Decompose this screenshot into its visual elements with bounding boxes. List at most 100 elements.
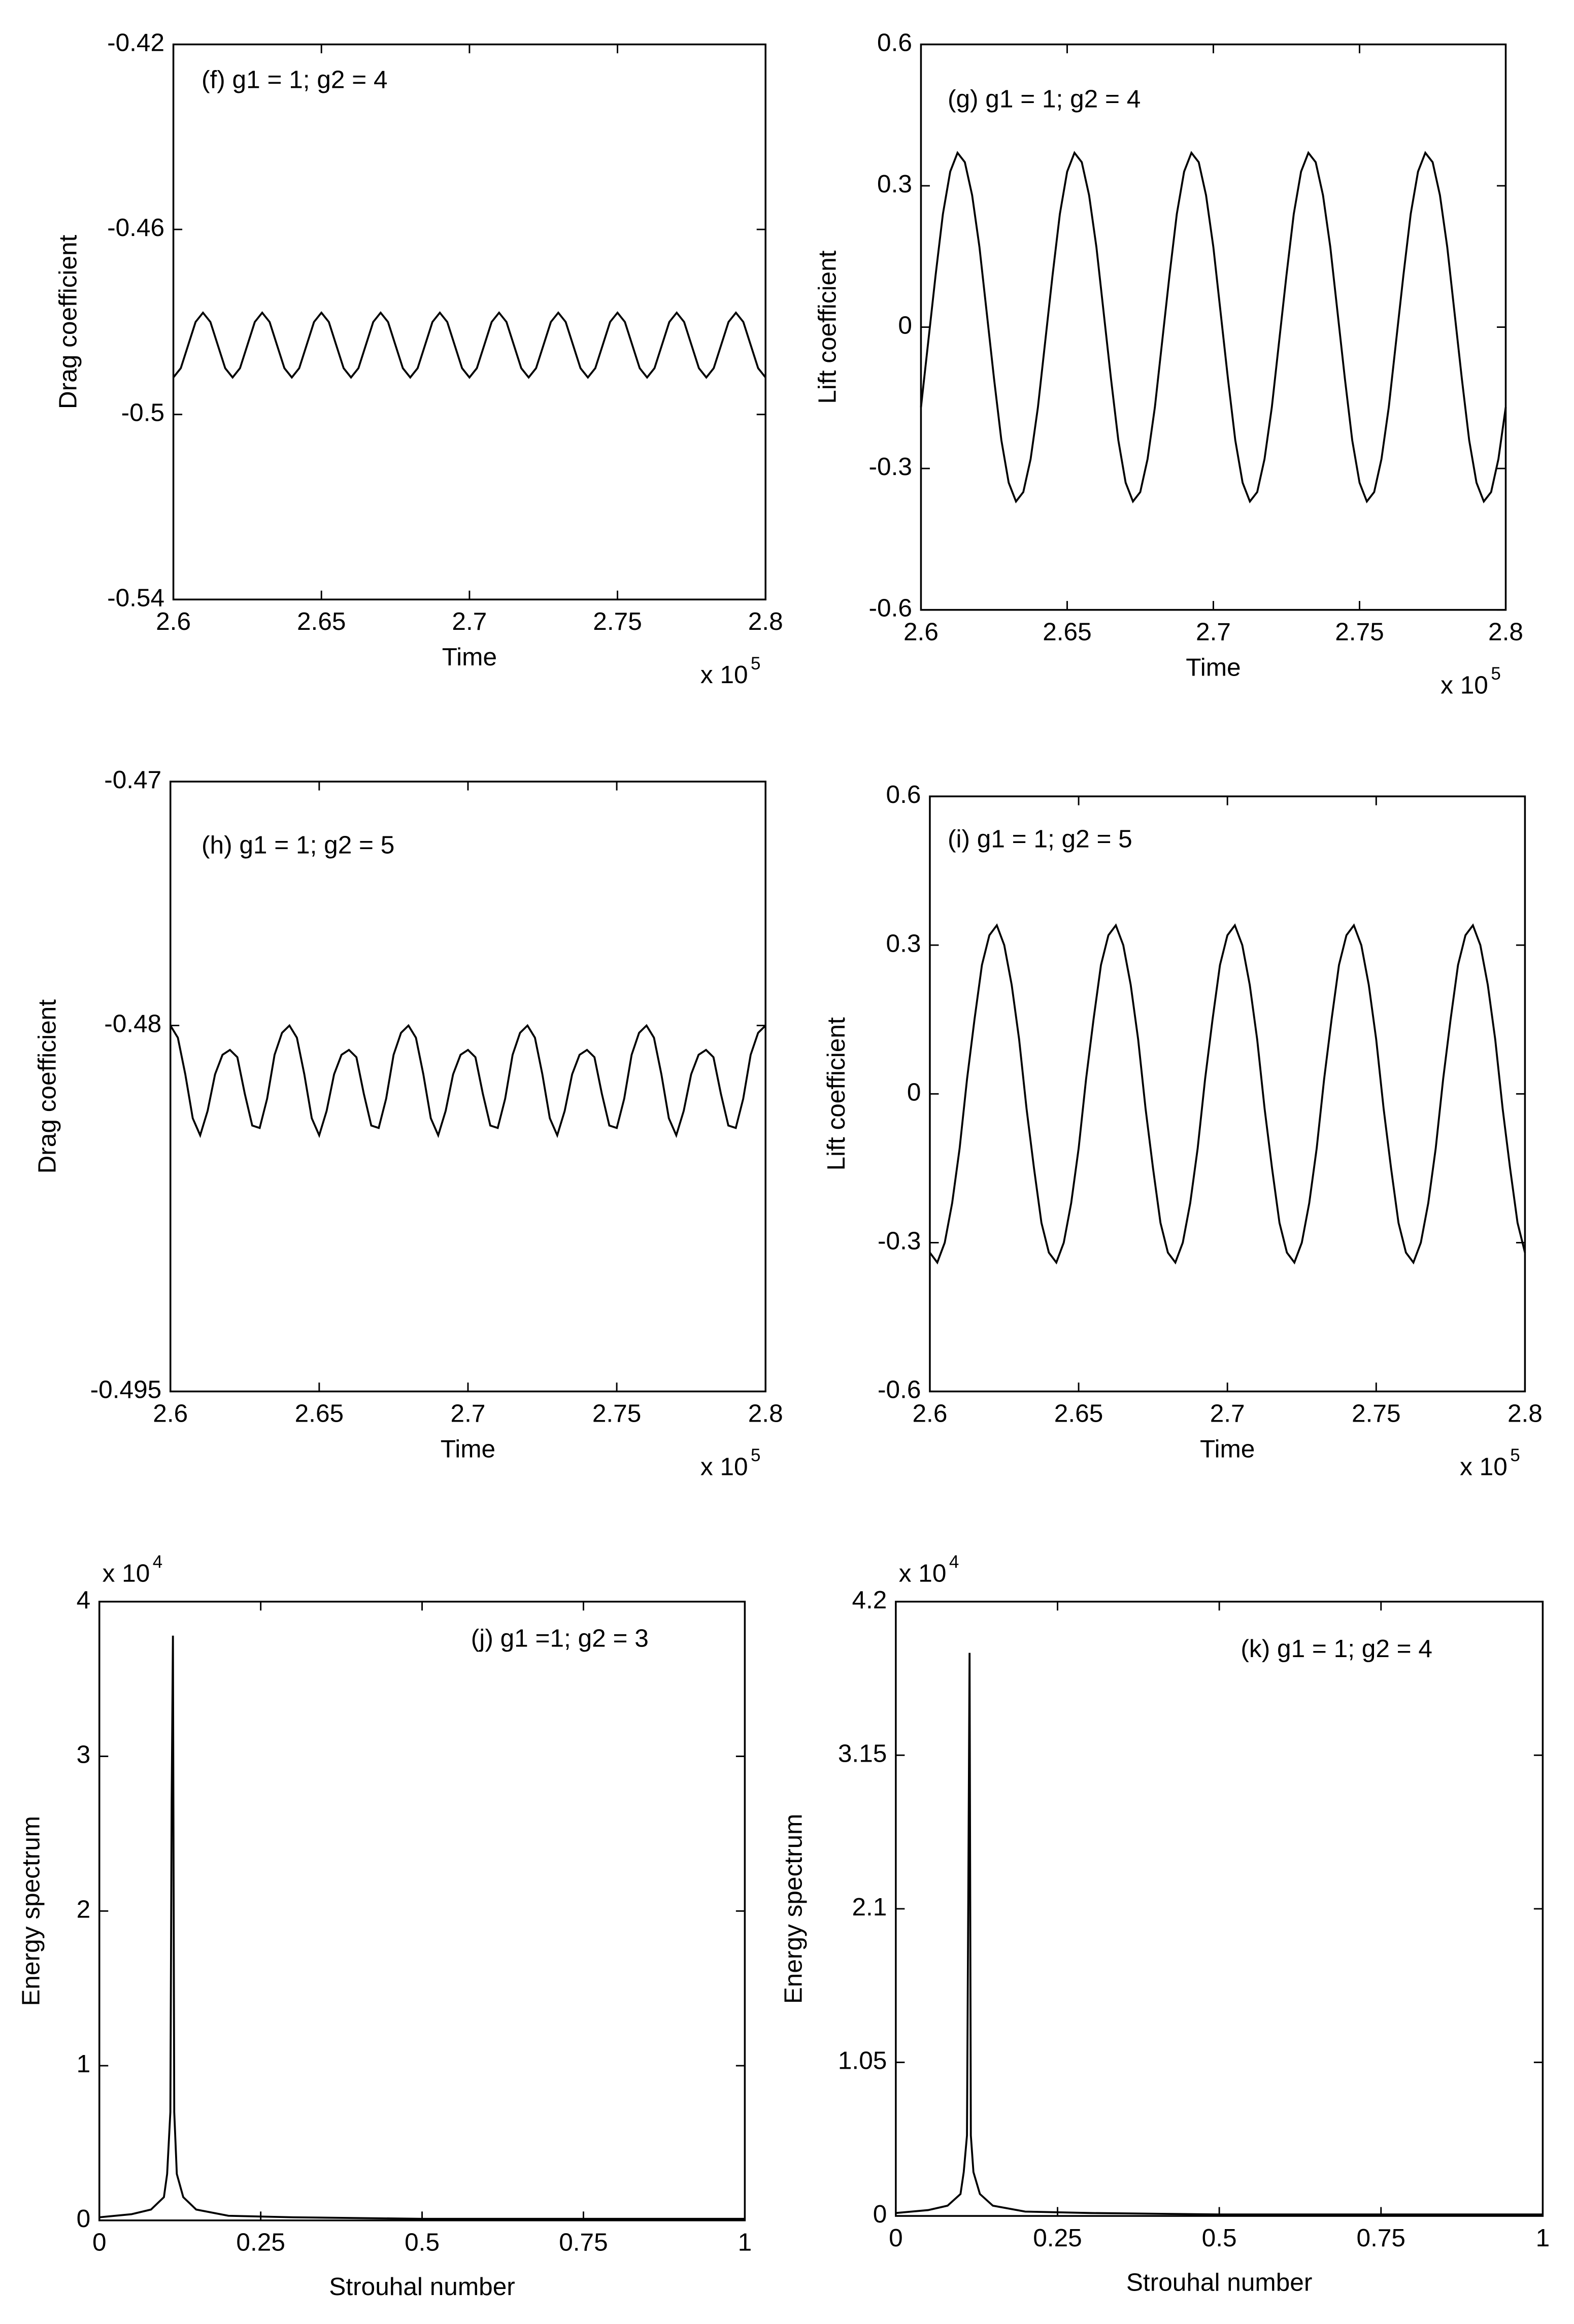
x-multiplier-exponent: 5 [751, 654, 760, 673]
x-tick-label: 0 [92, 2228, 107, 2256]
y-tick-label: 2.1 [852, 1893, 887, 1921]
y-tick-label: -0.3 [869, 452, 912, 481]
y-multiplier-exponent: 4 [949, 1552, 959, 1572]
plot-frame [98, 1600, 746, 2221]
x-tick-label: 2.65 [1054, 1399, 1103, 1427]
y-multiplier-exponent: 4 [153, 1552, 162, 1572]
x-multiplier: x 10 [1460, 1452, 1508, 1480]
annotation: (k) g1 = 1; g2 = 4 [1241, 1634, 1432, 1663]
x-tick-label: 0.5 [405, 2228, 440, 2256]
y-axis-label: Energy spectrum [17, 1816, 45, 2006]
y-tick-label: 4 [77, 1586, 91, 1614]
x-tick-label: 2.8 [1508, 1399, 1543, 1427]
y-tick-label: 0 [907, 1077, 921, 1106]
x-tick-label: 2.75 [1335, 617, 1384, 646]
data-line [920, 151, 1507, 503]
annotation: (g) g1 = 1; g2 = 4 [948, 84, 1141, 113]
x-multiplier: x 10 [700, 1452, 748, 1480]
x-tick-label: 2.7 [1210, 1399, 1245, 1427]
y-tick-label: 0.3 [877, 170, 912, 198]
y-tick-label: -0.54 [107, 583, 164, 612]
y-tick-label: -0.48 [104, 1009, 161, 1038]
x-tick-label: 0.25 [1033, 2224, 1082, 2252]
x-axis-label: Strouhal number [329, 2272, 515, 2301]
x-tick-label: 2.6 [912, 1399, 947, 1427]
x-tick-label: 2.75 [592, 1399, 642, 1427]
x-axis-label: Time [1200, 1434, 1255, 1463]
x-tick-label: 2.6 [153, 1399, 188, 1427]
y-tick-label: 3.15 [838, 1739, 887, 1767]
x-tick-label: 2.7 [451, 1399, 486, 1427]
y-tick-label: 1.05 [838, 2046, 887, 2075]
plot-frame [170, 781, 766, 1393]
x-tick-label: 2.8 [1488, 617, 1523, 646]
plot-frame [929, 795, 1526, 1393]
y-multiplier: x 10 [899, 1559, 947, 1587]
y-tick-label: 0 [898, 311, 912, 340]
x-tick-label: 2.65 [297, 607, 346, 635]
annotation: (i) g1 = 1; g2 = 5 [948, 825, 1132, 853]
y-axis-label: Energy spectrum [779, 1814, 808, 2004]
x-multiplier-exponent: 5 [1491, 664, 1500, 684]
y-axis-label: Drag coefficient [54, 234, 82, 409]
x-multiplier: x 10 [700, 660, 748, 689]
annotation: (h) g1 = 1; g2 = 5 [202, 830, 394, 859]
y-tick-label: 0 [77, 2204, 91, 2233]
data-line [99, 1635, 745, 2220]
y-tick-label: 0.3 [886, 929, 921, 957]
y-tick-label: -0.6 [869, 594, 912, 622]
x-tick-label: 2.6 [156, 607, 191, 635]
x-axis-label: Time [442, 643, 497, 671]
plot-frame [895, 1600, 1544, 2217]
x-tick-label: 1 [1536, 2224, 1550, 2252]
x-tick-label: 2.75 [1352, 1399, 1401, 1427]
x-tick-label: 0.5 [1202, 2224, 1237, 2252]
y-tick-label: -0.47 [104, 765, 161, 794]
x-tick-label: 2.8 [748, 1399, 783, 1427]
x-tick-label: 2.65 [295, 1399, 344, 1427]
y-tick-label: 0 [873, 2200, 887, 2228]
x-tick-label: 0.75 [559, 2228, 608, 2256]
y-axis-label: Lift coefficient [813, 250, 842, 403]
y-axis-label: Lift coefficient [822, 1017, 850, 1170]
data-line [929, 923, 1526, 1265]
plot-frame [920, 43, 1507, 611]
data-line [170, 1024, 766, 1138]
y-tick-label: -0.495 [90, 1375, 162, 1404]
x-axis-label: Time [1186, 653, 1241, 681]
y-tick-label: -0.3 [878, 1227, 921, 1255]
y-multiplier: x 10 [103, 1559, 150, 1587]
y-axis-label: Drag coefficient [33, 999, 61, 1174]
x-axis-label: Time [441, 1434, 495, 1463]
x-tick-label: 0 [889, 2224, 903, 2252]
x-tick-label: 2.75 [593, 607, 642, 635]
x-tick-label: 2.7 [452, 607, 487, 635]
x-multiplier: x 10 [1441, 670, 1488, 699]
y-tick-label: -0.5 [121, 398, 164, 427]
y-tick-label: 3 [77, 1740, 91, 1769]
y-tick-label: 0.6 [886, 780, 921, 809]
x-tick-label: 0.25 [236, 2228, 285, 2256]
y-tick-label: 1 [77, 2049, 91, 2078]
y-tick-label: 4.2 [852, 1586, 887, 1614]
y-tick-label: -0.6 [878, 1375, 921, 1404]
x-tick-label: 2.7 [1196, 617, 1231, 646]
data-line [895, 1653, 1543, 2216]
annotation: (f) g1 = 1; g2 = 4 [202, 65, 388, 94]
y-tick-label: -0.46 [107, 213, 164, 242]
data-line [173, 311, 766, 379]
x-multiplier-exponent: 5 [751, 1445, 760, 1465]
x-axis-label: Strouhal number [1126, 2268, 1313, 2296]
x-tick-label: 1 [738, 2228, 752, 2256]
x-tick-label: 2.65 [1043, 617, 1092, 646]
plot-frame [172, 43, 766, 600]
y-tick-label: 2 [77, 1895, 91, 1923]
x-multiplier-exponent: 5 [1510, 1445, 1520, 1465]
annotation: (j) g1 =1; g2 = 3 [471, 1624, 649, 1653]
x-tick-label: 2.8 [748, 607, 783, 635]
y-tick-label: -0.42 [107, 28, 164, 57]
x-tick-label: 2.6 [903, 617, 939, 646]
x-tick-label: 0.75 [1357, 2224, 1406, 2252]
